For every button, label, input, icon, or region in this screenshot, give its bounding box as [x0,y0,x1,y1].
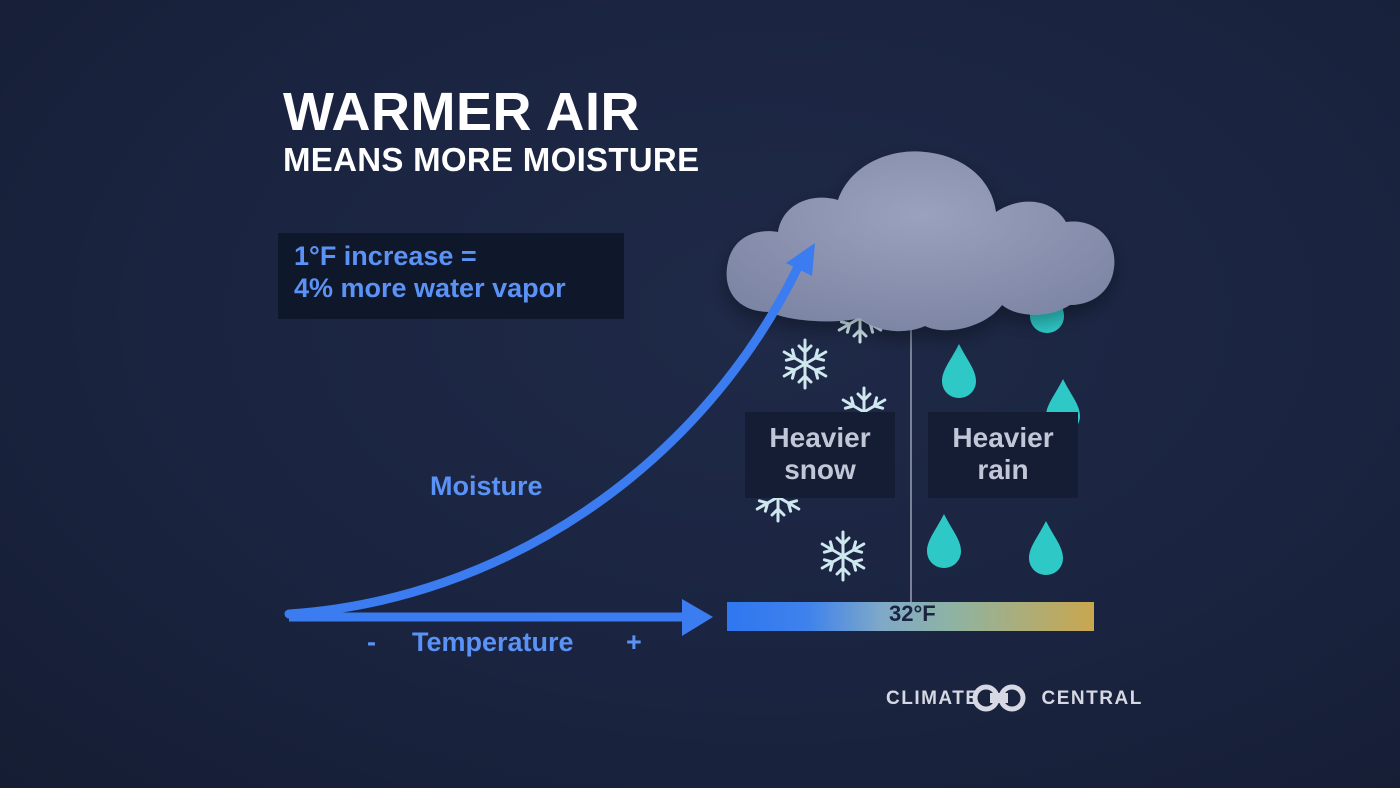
temperature-axis-arrow [289,599,713,636]
fact-callout: 1°F increase = 4% more water vapor [278,233,624,319]
temperature-label: Temperature [412,627,574,657]
cloud-icon [726,151,1115,332]
snow-label-line-2: snow [784,454,856,485]
moisture-label: Moisture [430,471,543,501]
rain-label-line-1: Heavier [952,422,1054,453]
temperature-plus-label: + [626,627,642,657]
temperature-scale-bar [727,602,1094,631]
moisture-curve-arrow [284,243,815,619]
page-subtitle: MEANS MORE MOISTURE [283,141,700,178]
logo-rings-icon [972,684,1026,712]
heavier-snow-label: Heavier snow [745,412,895,498]
fact-line-1: 1°F increase = [294,241,477,271]
rain-label-line-2: rain [977,454,1029,485]
snow-label-line-1: Heavier [769,422,871,453]
fact-line-2: 4% more water vapor [294,273,566,303]
heavier-rain-label: Heavier rain [928,412,1078,498]
logo-text-right: CENTRAL [1041,688,1143,709]
climate-central-logo: CLIMATE CENTRAL [886,684,1143,714]
page-title: WARMER AIR [283,82,640,142]
freezing-point-label: 32°F [889,601,936,626]
temperature-minus-label: - [367,627,376,657]
logo-text-left: CLIMATE [886,688,980,709]
